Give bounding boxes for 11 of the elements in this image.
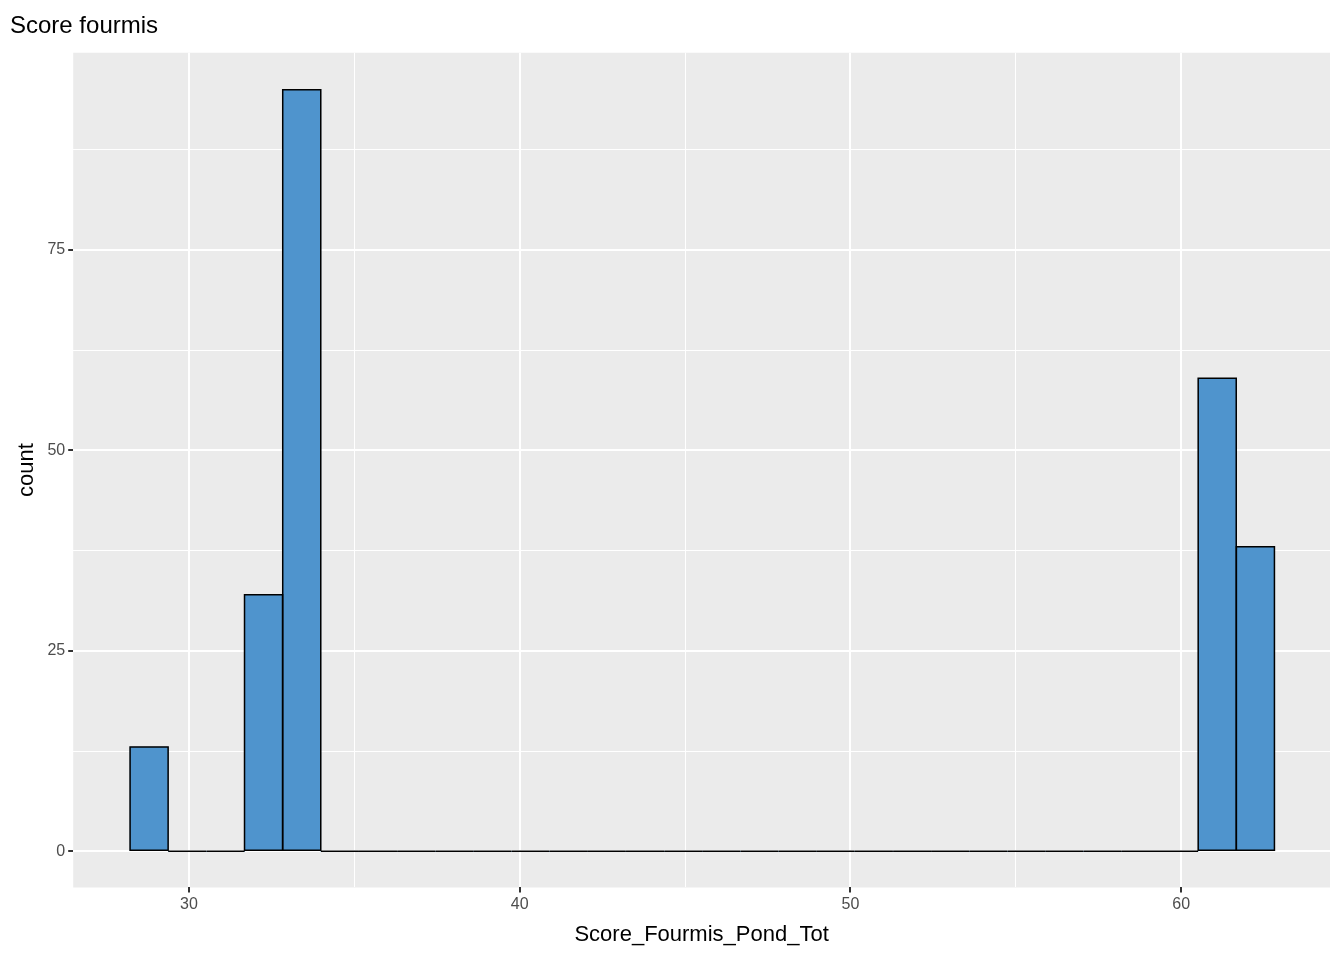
y-tick-label: 0 [56, 841, 66, 859]
x-tick-label: 50 [841, 895, 860, 913]
chart-title: Score fourmis [10, 11, 159, 39]
y-tick-label: 75 [47, 240, 66, 258]
y-tick-label: 25 [47, 641, 66, 659]
x-tick-label: 60 [1172, 895, 1191, 913]
y-tick-label: 50 [47, 440, 66, 458]
x-axis-title: Score_Fourmis_Pond_Tot [574, 920, 829, 946]
x-tick-label: 30 [180, 895, 198, 913]
x-tick-label: 40 [510, 895, 529, 913]
y-axis-title: count [13, 443, 39, 498]
